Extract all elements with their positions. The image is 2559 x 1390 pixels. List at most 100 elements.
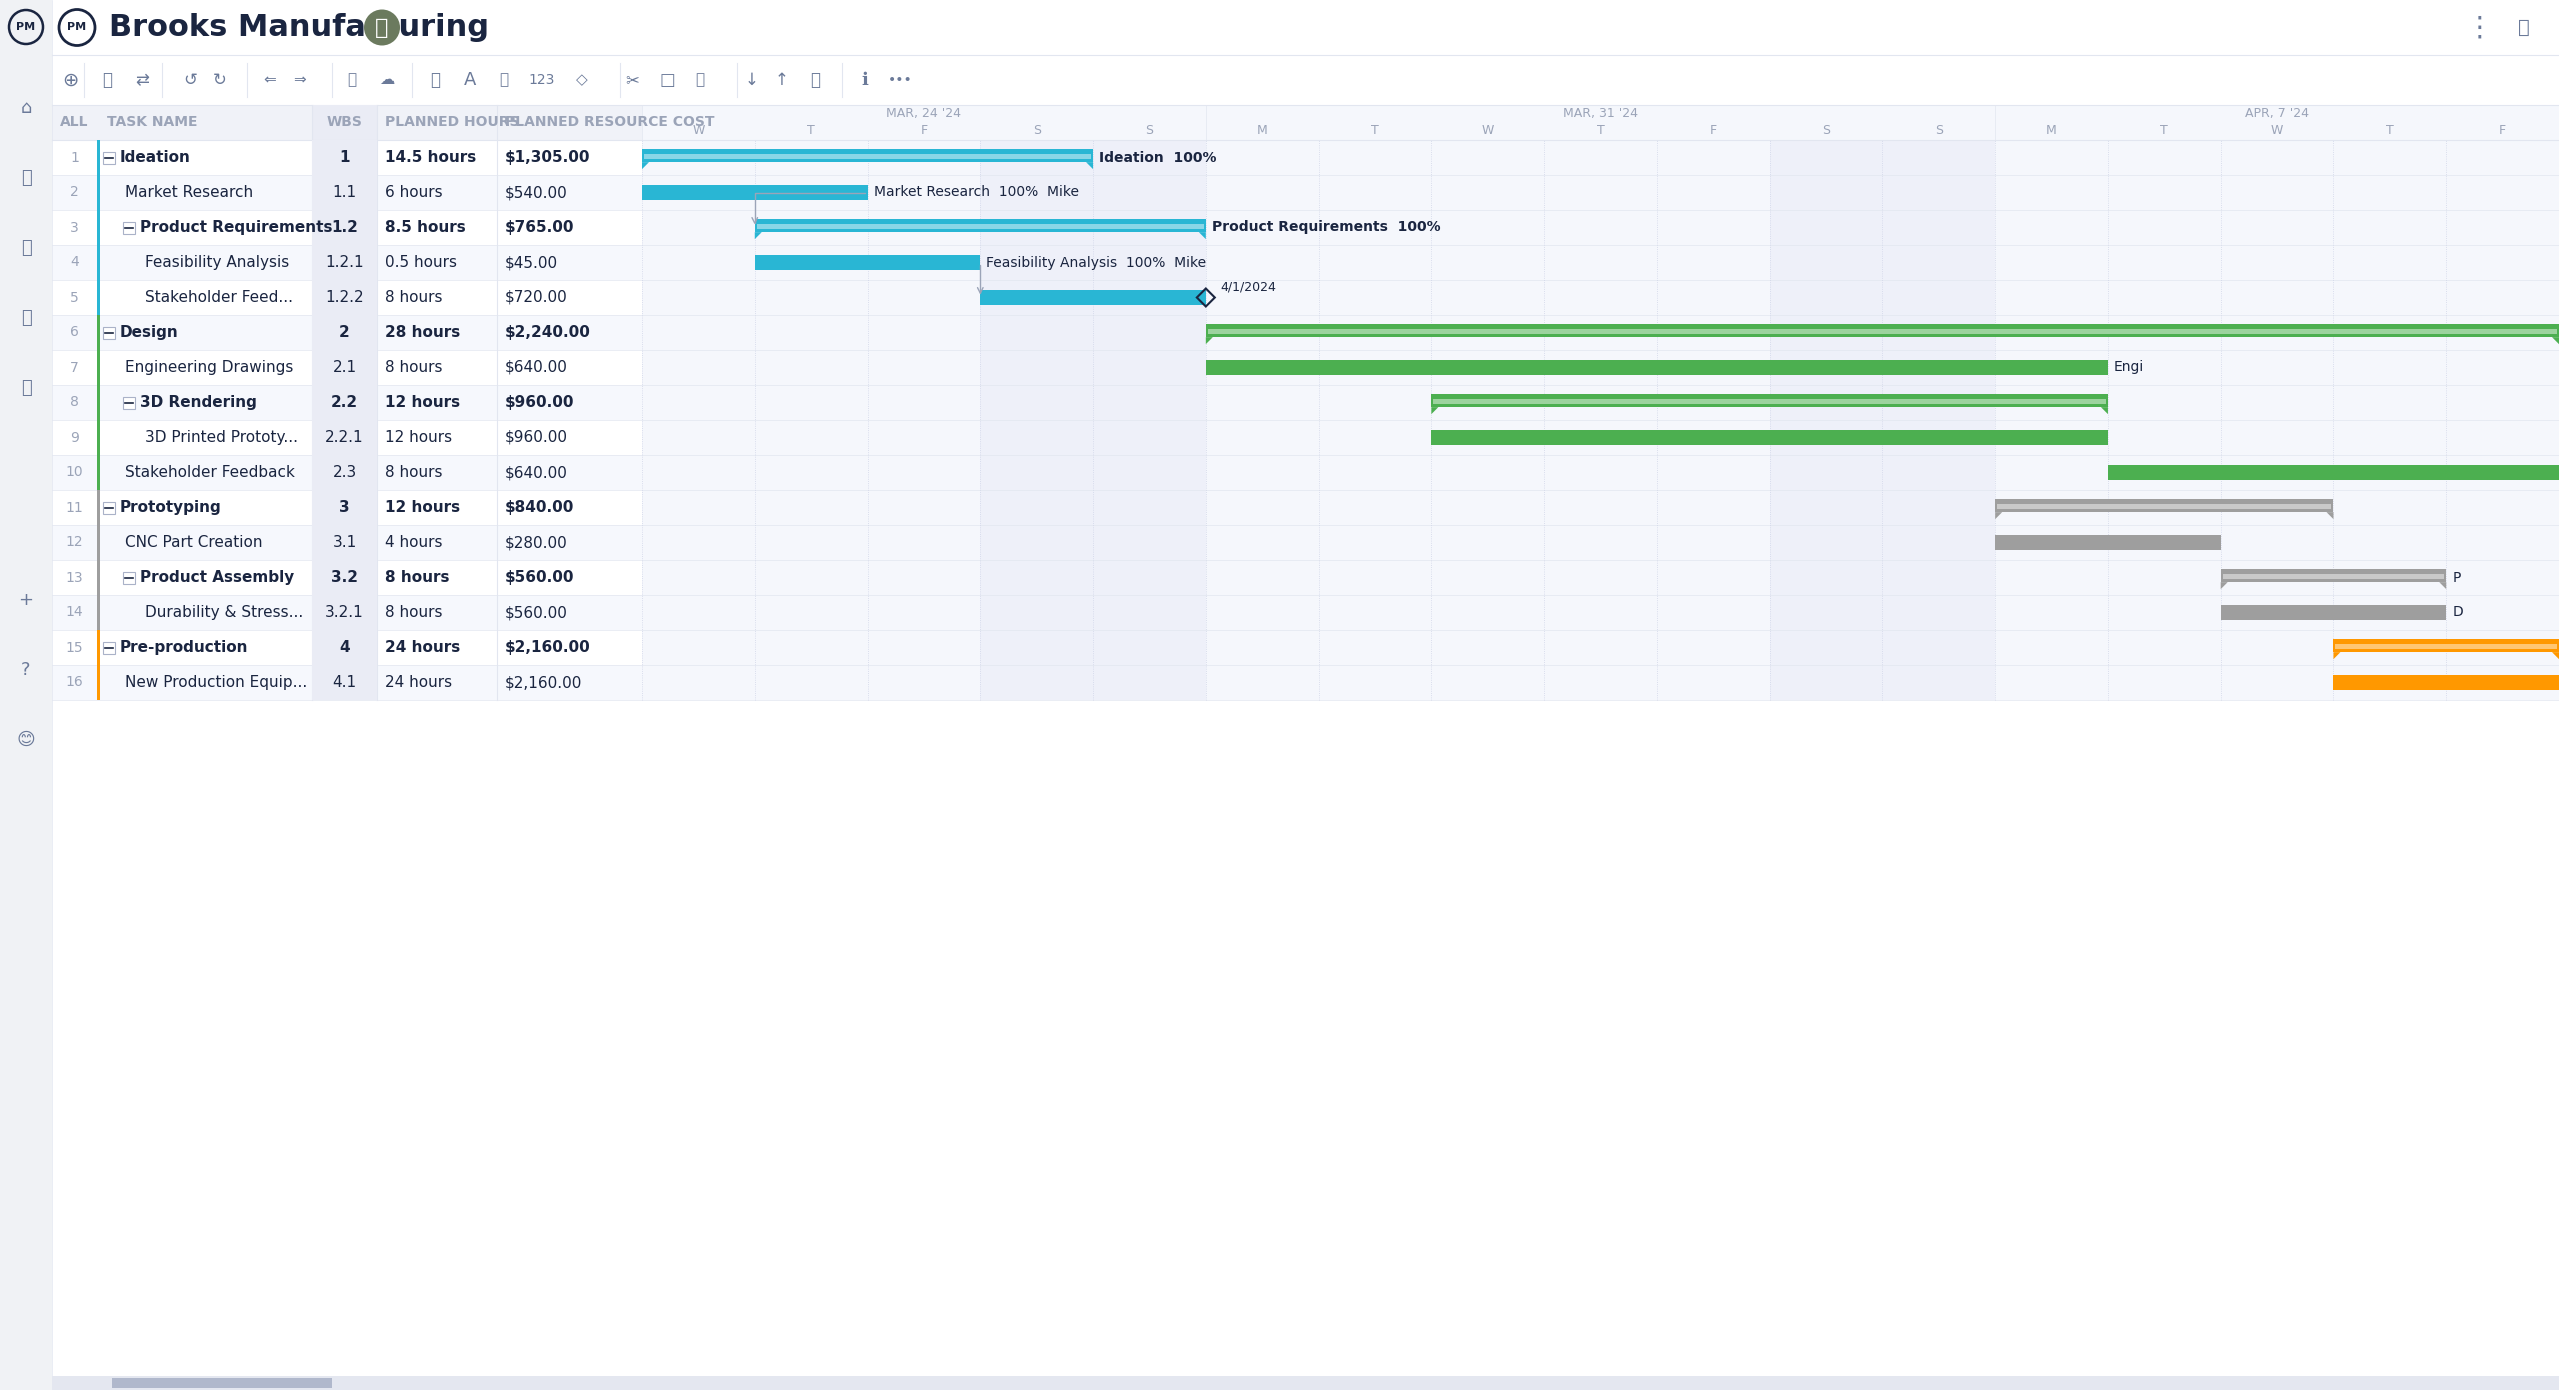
Bar — [312, 245, 376, 279]
Bar — [113, 1377, 333, 1389]
Polygon shape — [1085, 163, 1093, 170]
Bar — [2334, 639, 2559, 652]
Bar — [1208, 329, 2556, 334]
Bar — [312, 316, 376, 350]
Bar — [97, 350, 100, 385]
Text: 16: 16 — [67, 676, 84, 689]
Text: 15: 15 — [67, 641, 84, 655]
Text: Pre-production: Pre-production — [120, 639, 248, 655]
Text: Brooks Manufacturing: Brooks Manufacturing — [110, 13, 489, 42]
Text: 8.5 hours: 8.5 hours — [384, 220, 466, 235]
Bar — [51, 245, 642, 279]
Text: 4/1/2024: 4/1/2024 — [1221, 279, 1277, 293]
Text: Stakeholder Feed...: Stakeholder Feed... — [146, 291, 292, 304]
Text: 🔔: 🔔 — [20, 170, 31, 188]
Text: 2.2: 2.2 — [330, 395, 358, 410]
Bar — [51, 560, 642, 595]
Text: W: W — [1482, 125, 1494, 138]
Text: 14.5 hours: 14.5 hours — [384, 150, 476, 165]
Text: ⇒: ⇒ — [294, 72, 307, 88]
Text: $960.00: $960.00 — [504, 395, 576, 410]
Text: 2: 2 — [340, 325, 351, 341]
Text: •••: ••• — [888, 74, 914, 88]
Text: $540.00: $540.00 — [504, 185, 568, 200]
Polygon shape — [2334, 652, 2341, 659]
Polygon shape — [1198, 232, 1205, 239]
Text: 📋: 📋 — [20, 379, 31, 398]
Text: PLANNED RESOURCE COST: PLANNED RESOURCE COST — [504, 115, 714, 129]
Text: $280.00: $280.00 — [504, 535, 568, 550]
Text: D: D — [2452, 606, 2462, 620]
Bar — [2336, 644, 2556, 649]
Bar — [312, 664, 376, 701]
Text: 8 hours: 8 hours — [384, 291, 443, 304]
Bar — [645, 154, 1090, 158]
Text: S: S — [1822, 125, 1830, 138]
Text: T: T — [806, 125, 814, 138]
Text: MAR, 31 '24: MAR, 31 '24 — [1564, 107, 1638, 120]
Bar — [312, 279, 376, 316]
Text: F: F — [921, 125, 926, 138]
Bar — [123, 571, 136, 584]
Bar — [2224, 574, 2444, 578]
Bar — [980, 291, 1205, 304]
Text: TASK NAME: TASK NAME — [107, 115, 197, 129]
Text: W: W — [2270, 125, 2283, 138]
Text: Market Research  100%  Mike: Market Research 100% Mike — [873, 185, 1077, 200]
Text: T: T — [1372, 125, 1379, 138]
Polygon shape — [1430, 407, 1438, 414]
Text: Ideation: Ideation — [120, 150, 192, 165]
Text: P: P — [2452, 570, 2462, 585]
Bar — [755, 218, 1205, 232]
Polygon shape — [642, 163, 650, 170]
Text: 7: 7 — [69, 360, 79, 374]
Text: ℹ: ℹ — [862, 71, 868, 89]
Text: ☁: ☁ — [379, 72, 394, 88]
Text: Ideation  100%: Ideation 100% — [1098, 150, 1216, 164]
Text: 24 hours: 24 hours — [384, 676, 453, 689]
Bar — [51, 385, 642, 420]
Text: 🏷: 🏷 — [499, 72, 509, 88]
Text: Durability & Stress...: Durability & Stress... — [146, 605, 305, 620]
Text: $560.00: $560.00 — [504, 570, 576, 585]
Text: 🤖: 🤖 — [376, 18, 389, 38]
Text: APR, 7 '24: APR, 7 '24 — [2244, 107, 2308, 120]
Text: $45.00: $45.00 — [504, 254, 558, 270]
Text: 🖨: 🖨 — [811, 71, 819, 89]
Text: 11: 11 — [67, 500, 84, 514]
Bar — [51, 0, 2559, 56]
Text: 4: 4 — [69, 256, 79, 270]
Bar — [97, 491, 100, 525]
Text: ⌂: ⌂ — [20, 99, 31, 117]
Text: Engi: Engi — [2114, 360, 2144, 374]
Bar — [51, 420, 642, 455]
Text: 👤: 👤 — [102, 71, 113, 89]
Bar — [51, 595, 642, 630]
Text: S: S — [1034, 125, 1042, 138]
Bar — [642, 149, 1093, 163]
Text: PLANNED HOURS: PLANNED HOURS — [384, 115, 519, 129]
Text: 14: 14 — [67, 606, 84, 620]
Text: Prototyping: Prototyping — [120, 500, 223, 516]
Text: 🔍: 🔍 — [2518, 18, 2531, 38]
Text: 😊: 😊 — [15, 731, 36, 749]
Text: A: A — [463, 71, 476, 89]
Text: WBS: WBS — [328, 115, 363, 129]
Text: ⏱: ⏱ — [20, 239, 31, 257]
Bar — [97, 316, 100, 350]
Text: 8 hours: 8 hours — [384, 605, 443, 620]
Polygon shape — [2439, 582, 2446, 589]
Bar — [97, 210, 100, 245]
Bar — [980, 140, 1093, 701]
Bar — [312, 595, 376, 630]
Bar — [642, 106, 2559, 701]
Text: 8 hours: 8 hours — [384, 360, 443, 375]
Bar — [51, 525, 642, 560]
Polygon shape — [2326, 512, 2334, 518]
Bar — [51, 106, 642, 140]
Bar — [97, 630, 100, 664]
Bar — [97, 140, 100, 175]
Bar — [97, 420, 100, 455]
Bar — [51, 630, 642, 664]
Text: PM: PM — [67, 22, 87, 32]
